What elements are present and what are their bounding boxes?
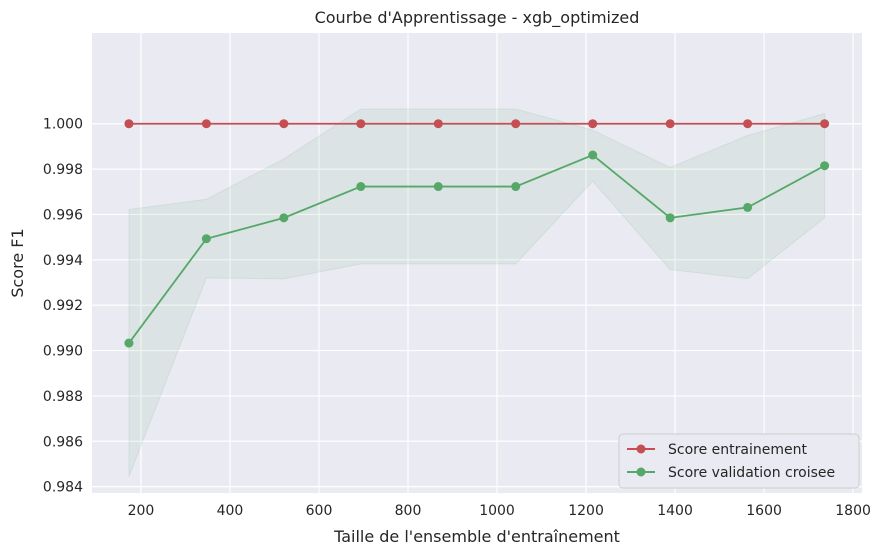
data-point-0: [743, 119, 753, 129]
data-point-0: [356, 119, 366, 129]
y-tick-label: 0.990: [43, 344, 83, 360]
legend-marker-validation: [636, 467, 646, 477]
y-tick-label: 0.992: [43, 298, 83, 314]
plot-area: [92, 33, 862, 493]
y-tick-label: 0.988: [43, 389, 83, 405]
x-tick-label: 600: [306, 503, 333, 519]
series-points: [124, 119, 830, 348]
x-axis-ticks: 200 400 600 800 1000 1200 1400 1600 1800: [128, 503, 871, 519]
data-point-0: [820, 119, 830, 129]
data-point-1: [279, 213, 289, 223]
legend-box: [618, 433, 860, 489]
data-point-0: [665, 119, 675, 129]
data-point-1: [433, 182, 443, 192]
series-lines: [128, 122, 826, 344]
series-line-1: [128, 153, 826, 344]
x-tick-label: 1400: [657, 503, 693, 519]
data-point-1: [201, 234, 211, 244]
data-point-0: [511, 119, 521, 129]
x-tick-label: 1800: [835, 503, 871, 519]
data-point-1: [124, 338, 134, 348]
data-point-0: [433, 119, 443, 129]
grid-lines: [92, 33, 862, 493]
data-point-1: [356, 182, 366, 192]
data-point-0: [124, 119, 134, 129]
x-tick-label: 1600: [746, 503, 782, 519]
data-point-1: [588, 150, 598, 160]
y-tick-label: 0.998: [43, 162, 83, 178]
x-tick-label: 800: [395, 503, 422, 519]
data-point-1: [665, 213, 675, 223]
data-point-0: [588, 119, 598, 129]
x-tick-label: 1200: [568, 503, 604, 519]
x-tick-label: 400: [217, 503, 244, 519]
y-tick-label: 1.000: [43, 117, 83, 133]
data-point-1: [820, 161, 830, 171]
x-tick-label: 200: [128, 503, 155, 519]
legend-label-train: Score entrainement: [668, 442, 807, 458]
y-tick-label: 0.994: [43, 253, 83, 269]
legend: Score entrainement Score validation croi…: [618, 433, 860, 489]
y-tick-label: 0.986: [43, 434, 83, 450]
legend-label-validation: Score validation croisee: [668, 465, 835, 481]
confidence-band-1: [128, 108, 826, 477]
x-tick-label: 1000: [479, 503, 515, 519]
confidence-bands: [128, 108, 826, 477]
y-tick-label: 0.984: [43, 480, 83, 496]
chart-title: Courbe d'Apprentissage - xgb_optimized: [315, 8, 640, 28]
data-point-1: [511, 182, 521, 192]
y-axis-ticks: 0.984 0.986 0.988 0.990 0.992 0.994 0.996 0.998…: [43, 117, 83, 496]
x-axis-label: Taille de l'ensemble d'entraînement: [333, 527, 620, 546]
data-point-0: [279, 119, 289, 129]
legend-marker-train: [636, 444, 646, 454]
data-point-1: [743, 202, 753, 212]
y-tick-label: 0.996: [43, 207, 83, 223]
y-axis-label: Score F1: [8, 228, 27, 297]
data-point-0: [201, 119, 211, 129]
